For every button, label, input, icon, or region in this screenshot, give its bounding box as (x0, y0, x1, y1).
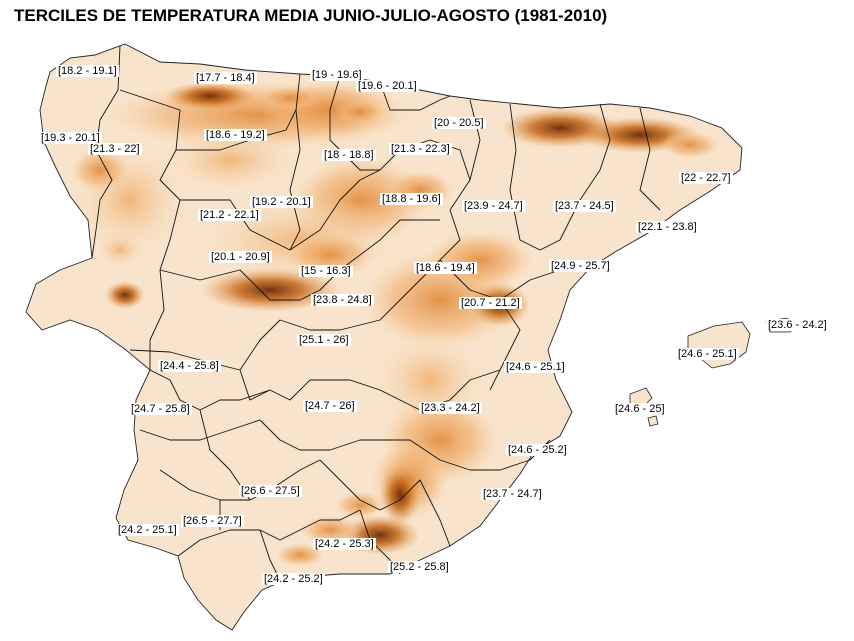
region-label-ciudad-real: [24.7 - 26] (303, 400, 357, 412)
region-label-burgos-leon: [18.6 - 19.2] (204, 129, 267, 141)
region-label-bizkaia: [19 - 19.6] (310, 69, 364, 81)
region-label-soria: [18.8 - 19.6] (380, 193, 443, 205)
region-label-toledo: [25.1 - 26] (297, 334, 351, 346)
region-label-alicante: [24.6 - 25.2] (506, 444, 569, 456)
region-label-soria-burgos: [18 - 18.8] (322, 149, 376, 161)
region-label-mallorca-menorca: [23.6 - 24.2] (766, 319, 829, 331)
region-label-caceres: [24.4 - 25.8] (158, 360, 221, 372)
formentera-island (647, 415, 659, 427)
region-label-la-rioja: [21.3 - 22.3] (389, 143, 452, 155)
region-label-valencia: [24.6 - 25.1] (504, 361, 567, 373)
region-label-avila-segovia: [15 - 16.3] (299, 265, 353, 277)
region-label-salamanca: [20.1 - 20.9] (209, 251, 272, 263)
region-label-murcia: [23.7 - 24.7] (481, 488, 544, 500)
region-label-badajoz: [24.7 - 25.8] (129, 403, 192, 415)
region-label-mallorca: [24.6 - 25.1] (676, 348, 739, 360)
region-label-gipuzkoa: [19.6 - 20.1] (356, 80, 419, 92)
mallorca-island (687, 321, 751, 369)
region-label-galicia-coast: [19.3 - 20.1] (39, 132, 102, 144)
region-label-cordoba-jaen: [26.6 - 27.5] (239, 485, 302, 497)
region-label-almeria: [25.2 - 25.8] (388, 561, 451, 573)
map-title: TERCILES DE TEMPERATURA MEDIA JUNIO-JULI… (14, 6, 608, 25)
region-label-malaga-cadiz: [24.2 - 25.2] (262, 573, 325, 585)
region-label-barcelona-tarragona: [22.1 - 23.8] (636, 221, 699, 233)
region-label-cantabria: [17.7 - 18.4] (194, 72, 257, 84)
region-label-girona: [22 - 22.7] (679, 172, 733, 184)
region-label-valladolid: [19.2 - 20.1] (250, 196, 313, 208)
region-label-navarra: [20 - 20.5] (432, 117, 486, 129)
region-label-albacete: [23.3 - 24.2] (419, 402, 482, 414)
region-label-cuenca: [20.7 - 21.2] (459, 297, 522, 309)
region-label-madrid: [23.8 - 24.8] (311, 294, 374, 306)
region-label-zaragoza: [23.9 - 24.7] (462, 200, 525, 212)
region-label-castellon: [24.9 - 25.7] (549, 260, 612, 272)
region-label-galicia-interior: [21.3 - 22] (88, 143, 142, 155)
region-label-sevilla: [26.5 - 27.7] (181, 515, 244, 527)
region-label-teruel: [18.6 - 19.4] (414, 262, 477, 274)
region-label-galicia-west: [18.2 - 19.1] (56, 65, 119, 77)
region-label-lleida: [23.7 - 24.5] (553, 200, 616, 212)
region-label-huelva: [24.2 - 25.1] (116, 524, 179, 536)
region-label-ibiza: [24.6 - 25] (613, 403, 667, 415)
region-label-zamora: [21.2 - 22.1] (198, 209, 261, 221)
region-label-granada: [24.2 - 25.3] (313, 538, 376, 550)
